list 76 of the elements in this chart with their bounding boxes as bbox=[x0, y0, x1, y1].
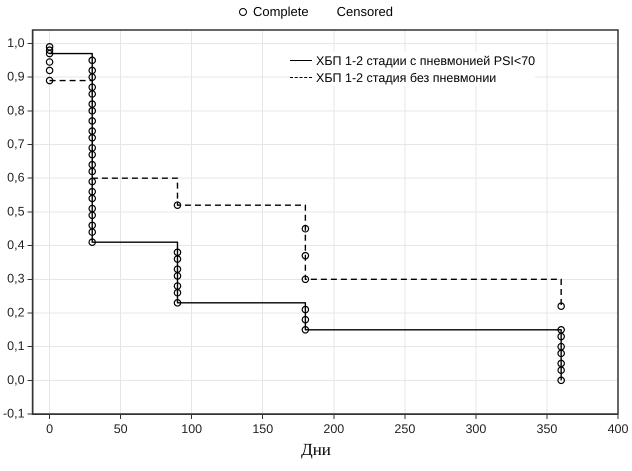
point bbox=[88, 117, 96, 125]
y-tick-label: 0,3 bbox=[7, 272, 25, 286]
x-tick-label: 200 bbox=[323, 422, 344, 436]
point bbox=[88, 194, 96, 202]
point bbox=[302, 252, 310, 260]
point bbox=[174, 201, 182, 209]
point bbox=[88, 100, 96, 108]
point bbox=[557, 332, 565, 340]
x-axis-title: Дни bbox=[300, 440, 332, 460]
point bbox=[302, 306, 310, 314]
y-tick-label: 0,6 bbox=[7, 170, 25, 185]
point bbox=[88, 211, 96, 220]
x-tick-label: 150 bbox=[252, 422, 274, 436]
x-tick-label: 50 bbox=[114, 422, 128, 436]
legend-label: ХБП 1-2 стадия без пневмонии bbox=[315, 70, 498, 86]
point bbox=[302, 275, 310, 284]
point bbox=[88, 134, 96, 142]
point bbox=[557, 302, 565, 310]
y-tick-label: 0,4 bbox=[7, 238, 25, 252]
point bbox=[88, 73, 96, 81]
point bbox=[174, 255, 182, 263]
y-tick-label: 0,9 bbox=[7, 70, 25, 84]
y-tick-label: -0,1 bbox=[2, 406, 25, 420]
x-tick-label: 100 bbox=[181, 422, 202, 436]
point bbox=[88, 144, 96, 152]
point bbox=[174, 272, 182, 280]
point bbox=[88, 56, 96, 64]
point bbox=[88, 188, 96, 196]
point bbox=[88, 238, 96, 246]
point bbox=[88, 178, 96, 186]
point bbox=[302, 326, 310, 334]
point bbox=[174, 299, 182, 307]
y-tick-label: 0,5 bbox=[7, 204, 25, 218]
point bbox=[46, 43, 54, 51]
point bbox=[557, 376, 565, 384]
y-tick-label: 0,8 bbox=[7, 103, 25, 118]
y-tick-label: 0,7 bbox=[7, 136, 25, 151]
point bbox=[88, 222, 96, 230]
point bbox=[557, 342, 565, 350]
legend-label: ХБП 1-2 стадии с пневмонией PSI<70 bbox=[315, 52, 536, 69]
point bbox=[88, 107, 96, 115]
point bbox=[174, 265, 182, 273]
y-tick-label: 1,0 bbox=[7, 36, 25, 50]
point bbox=[88, 150, 96, 158]
point bbox=[46, 46, 54, 54]
point bbox=[46, 66, 54, 74]
point bbox=[88, 90, 96, 98]
point bbox=[174, 282, 182, 290]
point bbox=[88, 127, 96, 135]
x-tick-label: 300 bbox=[465, 422, 486, 436]
point bbox=[557, 360, 565, 368]
text: Censored bbox=[336, 4, 393, 19]
point bbox=[88, 228, 96, 236]
point bbox=[46, 76, 54, 84]
point bbox=[557, 326, 565, 334]
point bbox=[46, 58, 54, 66]
point bbox=[174, 248, 182, 256]
point bbox=[88, 160, 96, 169]
point bbox=[88, 83, 96, 92]
point bbox=[174, 288, 182, 297]
x-tick-label: 350 bbox=[536, 422, 558, 436]
legend-label: Complete bbox=[252, 4, 309, 19]
x-tick-label: 0 bbox=[46, 422, 54, 436]
x-tick-label: 250 bbox=[394, 422, 416, 436]
point bbox=[557, 366, 565, 374]
point bbox=[88, 66, 96, 74]
point bbox=[88, 168, 96, 176]
point bbox=[46, 50, 54, 58]
y-tick-label: 0,0 bbox=[7, 372, 25, 387]
point bbox=[557, 350, 565, 358]
y-tick-label: 0,1 bbox=[7, 339, 25, 354]
point bbox=[302, 316, 310, 324]
point bbox=[88, 204, 96, 212]
x-tick-label: 400 bbox=[608, 422, 628, 436]
y-tick-label: 0,2 bbox=[7, 305, 25, 320]
point bbox=[302, 224, 310, 233]
